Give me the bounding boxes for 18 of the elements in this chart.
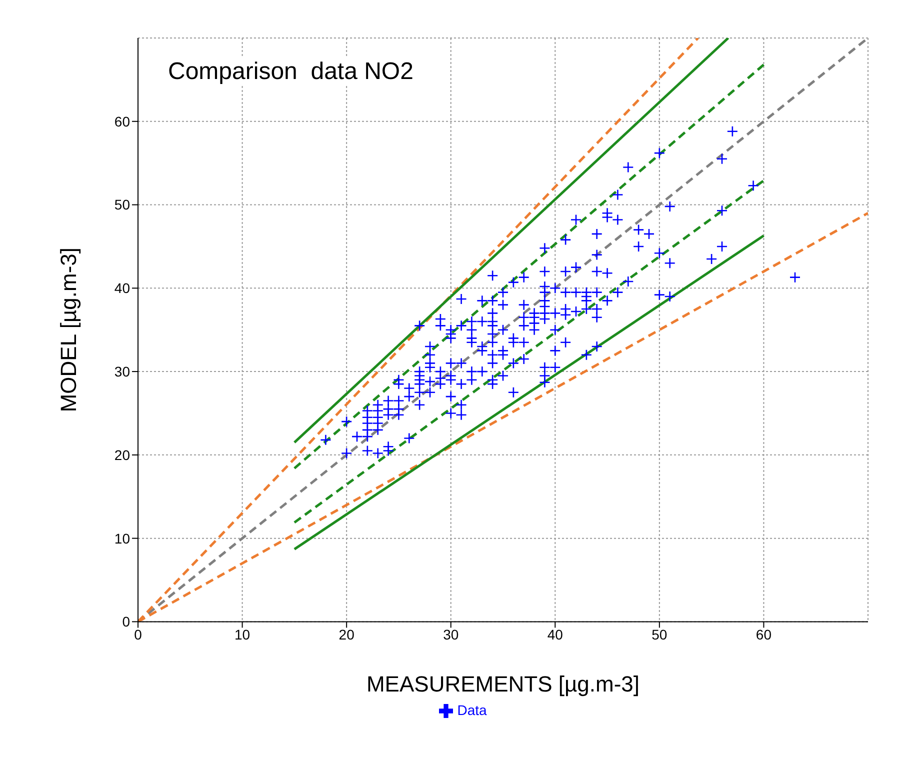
y-tick-label: 20 [114, 446, 130, 463]
y-tick-label: 30 [114, 364, 130, 380]
text: Comparison data NO2 [168, 58, 414, 86]
legend-label: Data [457, 702, 487, 718]
x-tick-label: 50 [652, 626, 668, 643]
y-tick-label: 0 [122, 614, 130, 630]
x-axis-title: MEASUREMENTS [µg.m-3] [366, 672, 640, 697]
y-tick-label: 10 [114, 530, 130, 546]
y-axis-title: MODEL [µg.m-3] [56, 248, 81, 412]
y-tick-label: 60 [114, 113, 130, 130]
x-tick-label: 10 [234, 626, 250, 643]
x-tick-label: 0 [134, 626, 142, 643]
y-tick-label: 40 [114, 280, 130, 296]
x-tick-label: 60 [756, 626, 772, 643]
x-tick-label: 40 [547, 626, 564, 643]
y-tick-label: 50 [114, 196, 130, 213]
x-tick-label: 20 [338, 626, 355, 643]
x-tick-label: 30 [443, 626, 459, 643]
